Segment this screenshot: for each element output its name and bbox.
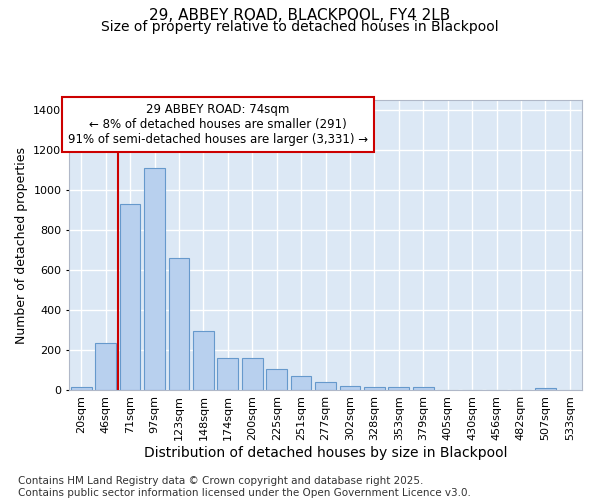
Text: 29 ABBEY ROAD: 74sqm
← 8% of detached houses are smaller (291)
91% of semi-detac: 29 ABBEY ROAD: 74sqm ← 8% of detached ho… [68, 103, 368, 146]
Bar [340, 386, 361, 390]
Bar [290, 376, 311, 390]
Bar [242, 358, 263, 390]
Bar [266, 369, 287, 390]
X-axis label: Distribution of detached houses by size in Blackpool: Distribution of detached houses by size … [144, 446, 507, 460]
Bar [388, 387, 409, 390]
Bar [364, 387, 385, 390]
Text: Size of property relative to detached houses in Blackpool: Size of property relative to detached ho… [101, 20, 499, 34]
Bar [119, 204, 140, 390]
Text: 29, ABBEY ROAD, BLACKPOOL, FY4 2LB: 29, ABBEY ROAD, BLACKPOOL, FY4 2LB [149, 8, 451, 22]
Bar [144, 168, 165, 390]
Bar [217, 358, 238, 390]
Bar [193, 331, 214, 390]
Bar [71, 387, 92, 390]
Text: Contains HM Land Registry data © Crown copyright and database right 2025.
Contai: Contains HM Land Registry data © Crown c… [18, 476, 471, 498]
Y-axis label: Number of detached properties: Number of detached properties [14, 146, 28, 344]
Bar [315, 382, 336, 390]
Bar [169, 258, 190, 390]
Bar [95, 343, 116, 390]
Bar [413, 387, 434, 390]
Bar [535, 388, 556, 390]
